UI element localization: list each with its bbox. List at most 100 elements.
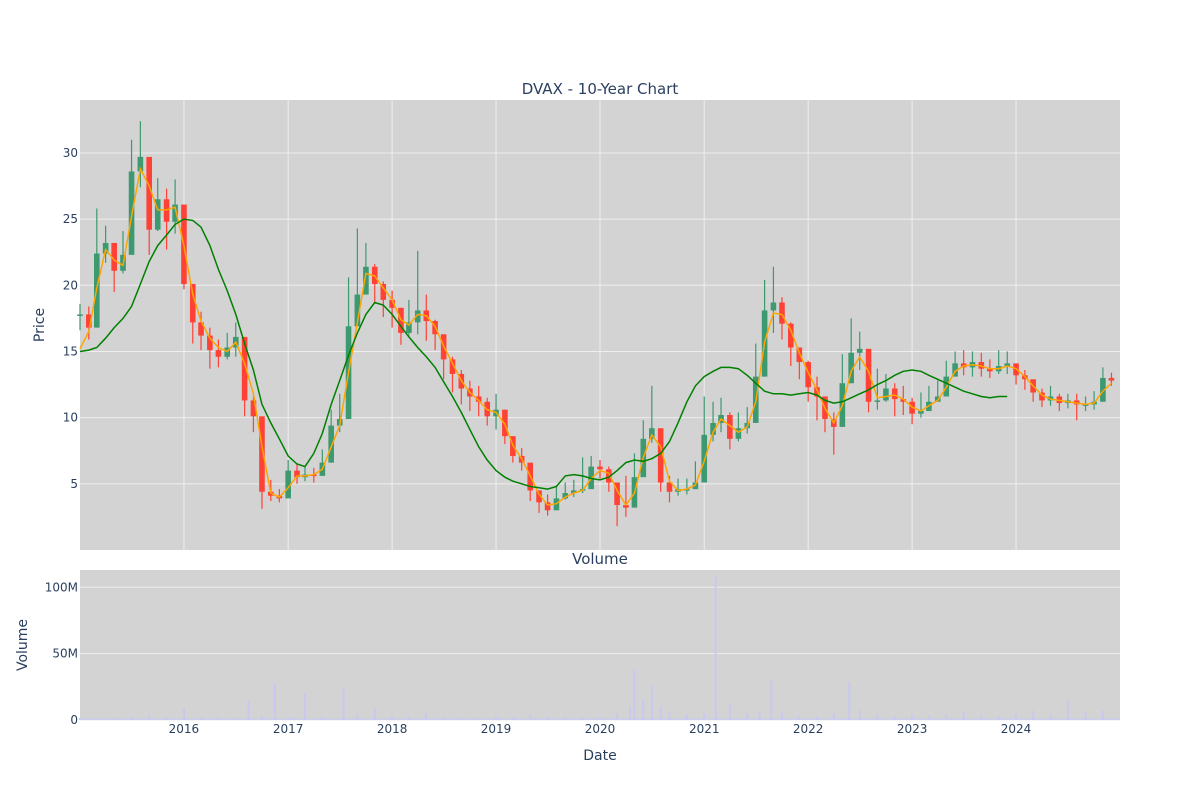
price-y-tick-label: 25 <box>63 212 78 226</box>
candlestick <box>250 396 257 433</box>
x-tick-label: 2023 <box>897 722 928 736</box>
volume-bar <box>342 688 345 720</box>
candlestick-body <box>684 489 690 491</box>
candlestick <box>294 463 300 484</box>
candlestick-body <box>536 490 542 503</box>
candlestick-body <box>86 314 92 328</box>
x-tick-label: 2016 <box>169 722 200 736</box>
candlestick-body <box>137 156 144 172</box>
volume-bar <box>1066 700 1069 720</box>
volume-bar <box>728 704 731 720</box>
candlestick <box>865 348 872 413</box>
candlestick <box>779 297 785 340</box>
volume-bar <box>714 576 717 720</box>
candlestick-body <box>856 348 863 353</box>
volume-bar <box>945 714 948 720</box>
volume-subplot-title: Volume <box>572 550 628 568</box>
volume-bar <box>746 713 749 720</box>
x-tick-label: 2020 <box>585 722 616 736</box>
volume-bar <box>876 714 879 720</box>
candlestick-body <box>389 299 395 308</box>
volume-bar <box>758 712 761 720</box>
volume-bar <box>685 714 688 720</box>
candlestick-body <box>787 323 794 348</box>
volume-bar <box>546 716 549 720</box>
volume-bar <box>962 712 965 720</box>
candlestick-body <box>597 466 603 470</box>
candlestick <box>502 409 508 445</box>
volume-bar <box>1084 712 1087 720</box>
volume-bar <box>217 716 220 720</box>
candlestick <box>606 466 612 492</box>
candlestick-body <box>779 302 785 324</box>
volume-bar <box>927 715 930 720</box>
candlestick-body <box>805 362 811 388</box>
candlestick <box>215 339 222 368</box>
candlestick <box>918 392 924 418</box>
long-moving-average-line <box>79 218 1008 490</box>
volume-bar <box>642 700 645 720</box>
candlestick <box>623 475 629 517</box>
candlestick-body <box>1039 392 1045 401</box>
candlestick-body <box>770 302 777 311</box>
price-gridlines <box>80 100 1120 550</box>
candlestick-body <box>354 294 361 327</box>
candlestick <box>770 266 777 333</box>
price-y-tick-label: 5 <box>70 477 78 491</box>
candlestick-body <box>363 266 369 295</box>
volume-y-tick-label: 100M <box>45 580 78 594</box>
candlestick <box>1039 388 1045 408</box>
candlestick-body <box>900 399 907 402</box>
volume-y-axis-label: Volume <box>15 619 31 671</box>
candlestick-body <box>1004 363 1011 367</box>
candlestick <box>259 416 265 509</box>
candlestick-body <box>189 283 196 323</box>
candlestick <box>814 376 820 421</box>
candlestick <box>198 311 204 351</box>
candlestick <box>102 225 109 263</box>
candlestick <box>354 228 361 327</box>
candlestick <box>1100 367 1106 402</box>
candlestick-body <box>285 470 291 499</box>
candlestick-body <box>987 368 993 372</box>
candlestick-body <box>475 396 482 402</box>
price-y-tick-label: 20 <box>63 278 78 292</box>
volume-bar <box>997 716 1000 720</box>
candlestick <box>614 482 620 527</box>
volume-bar <box>303 693 306 720</box>
volume-bar <box>1015 713 1018 720</box>
candlestick-body <box>865 348 872 402</box>
candlestick <box>1004 351 1011 374</box>
candlestick <box>727 412 733 450</box>
candlestick <box>684 478 690 495</box>
x-tick-label: 2021 <box>689 722 720 736</box>
volume-bar <box>858 710 861 720</box>
volume-plot-area[interactable] <box>80 570 1120 720</box>
x-tick-label: 2022 <box>793 722 824 736</box>
candlestick-body <box>727 415 733 439</box>
volume-bar <box>1101 710 1104 720</box>
candlestick <box>285 460 291 499</box>
candlestick <box>189 283 196 344</box>
volume-bar <box>182 708 185 720</box>
price-y-tick-label: 15 <box>63 344 78 358</box>
candlestick-body <box>172 204 178 222</box>
candlestick-body <box>649 428 655 439</box>
volume-bar <box>391 716 394 720</box>
candlestick-body <box>449 359 456 374</box>
volume-bar <box>247 700 250 720</box>
candlestick <box>414 250 421 335</box>
x-tick-label: 2017 <box>273 722 304 736</box>
candlestick-body <box>1100 377 1106 402</box>
candlestick-body <box>891 388 898 400</box>
candlestick <box>363 242 369 295</box>
volume-bar <box>529 714 532 720</box>
candlestick-body <box>207 335 213 351</box>
candlestick <box>207 327 213 369</box>
volume-bar <box>599 716 601 720</box>
volume-baseline <box>80 718 1120 720</box>
volume-bar <box>659 706 662 720</box>
candlestick-body <box>77 314 83 316</box>
candlestick-body <box>544 502 551 511</box>
